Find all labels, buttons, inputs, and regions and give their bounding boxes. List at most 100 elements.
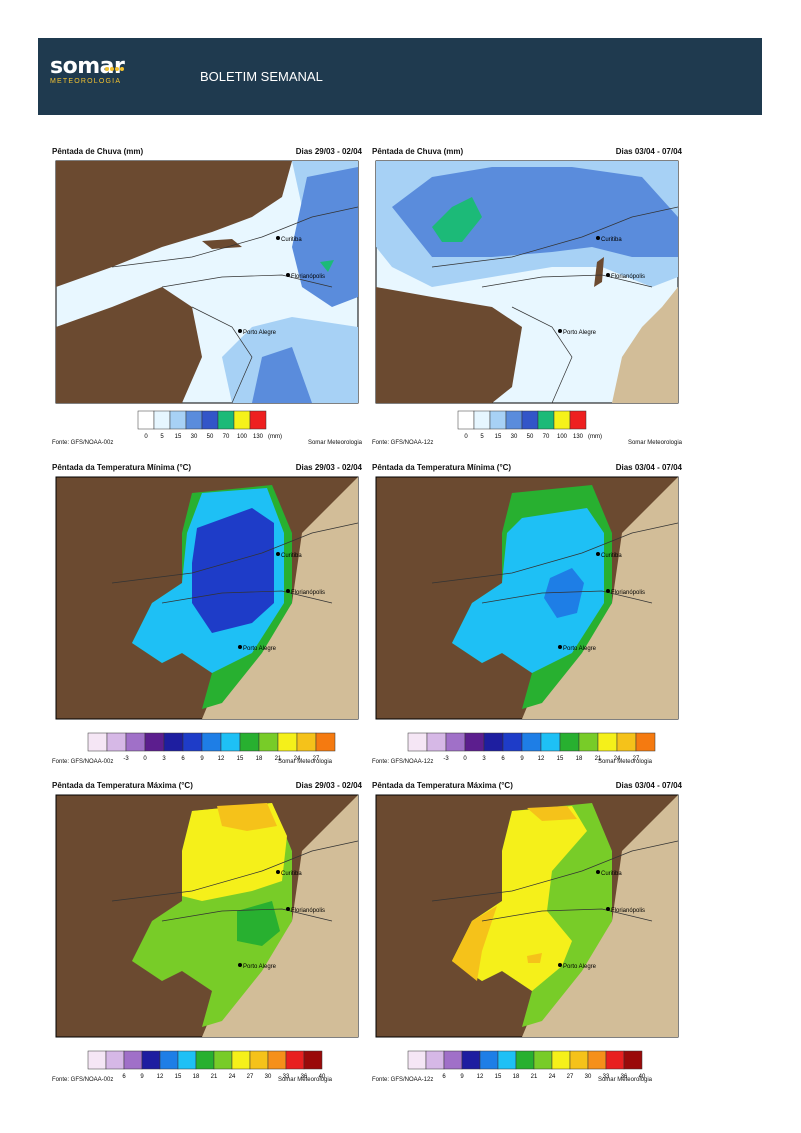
brand-label: Somar Meteorologia [627, 440, 682, 446]
legend-swatch [521, 410, 539, 430]
legend-swatch [144, 732, 165, 752]
legend-tick-label: 21 [531, 1074, 538, 1080]
legend-swatch [153, 410, 171, 430]
city-curitiba: Curitiba [281, 237, 302, 243]
legend-tick-label: 15 [237, 756, 244, 762]
brand-label: Somar Meteorologia [277, 1077, 332, 1083]
legend-tick-label: 24 [614, 756, 621, 762]
legend-swatch [479, 1050, 499, 1070]
legend-swatch [137, 410, 155, 430]
legend-tick-label: 40 [639, 1074, 646, 1080]
legend-swatch [461, 1050, 481, 1070]
legend-swatch [515, 1050, 535, 1070]
legend-tick-label: -3 [443, 756, 449, 762]
legend-swatch [163, 732, 184, 752]
panel-title: Pêntada da Temperatura Mínima (°C) [372, 463, 512, 472]
rain-legend-right: 0 5 15 30 50 70 100 130 (mm) [372, 409, 682, 449]
city-florianopolis: Florianópolis [611, 908, 645, 914]
panel-tmax-left: Pêntada da Temperatura Máxima (°C) Dias … [52, 781, 362, 1086]
legend-swatch [407, 732, 428, 752]
legend-swatch [213, 1050, 233, 1070]
legend-swatch [201, 410, 219, 430]
tmin-legend-bar: -3 0 3 6 9 12 15 18 21 24 27 [87, 732, 336, 762]
city-curitiba: Curitiba [601, 871, 622, 877]
panel-period: Dias 29/03 - 02/04 [295, 147, 362, 156]
panel-title: Pêntada da Temperatura Máxima (°C) [52, 781, 193, 790]
legend-swatch [123, 1050, 143, 1070]
legend-tick-label: 12 [538, 756, 545, 762]
legend-unit-label: (mm) [588, 434, 602, 440]
logo-wordmark: somar [50, 54, 125, 79]
legend-tick-label: 30 [191, 434, 198, 440]
legend-swatch [239, 732, 260, 752]
legend-swatch [267, 1050, 287, 1070]
legend-tick-label: 30 [511, 434, 518, 440]
legend-tick-label: 15 [557, 756, 564, 762]
city-porto-alegre: Porto Alegre [243, 330, 277, 336]
legend-swatch [201, 732, 222, 752]
panel-period: Dias 03/04 - 07/04 [615, 463, 682, 472]
legend-tick-label: 21 [595, 756, 602, 762]
legend-tick-label: 40 [319, 1074, 326, 1080]
city-florianopolis: Florianópolis [291, 590, 325, 596]
legend-tick-label: 5 [480, 434, 484, 440]
panel-rain-left: Pêntada de Chuva (mm) Dias 29/03 - 02/04… [52, 147, 362, 452]
legend-tick-label: 100 [557, 434, 568, 440]
tmin-map-left: Curitiba Florianópolis Porto Alegre [55, 476, 359, 720]
legend-tick-label: 0 [463, 756, 467, 762]
tmax-legend-bar: 6 9 12 15 18 21 24 27 30 33 36 40 [407, 1050, 646, 1080]
legend-tick-label: 50 [207, 434, 214, 440]
source-label: Fonte: GFS/NOAA-12z [372, 759, 434, 765]
legend-swatch [87, 1050, 107, 1070]
legend-tick-label: 50 [527, 434, 534, 440]
tmax-map-right: Curitiba Florianópolis Porto Alegre [375, 794, 679, 1038]
panel-tmax-right: Pêntada da Temperatura Máxima (°C) Dias … [372, 781, 682, 1086]
legend-tick-label: 27 [247, 1074, 254, 1080]
panel-period: Dias 29/03 - 02/04 [295, 463, 362, 472]
legend-swatch [105, 1050, 125, 1070]
legend-swatch [623, 1050, 643, 1070]
source-label: Fonte: GFS/NOAA-00z [52, 1077, 114, 1083]
legend-swatch [303, 1050, 323, 1070]
legend-tick-label: 15 [175, 434, 182, 440]
legend-tick-label: 130 [253, 434, 264, 440]
legend-swatch [464, 732, 485, 752]
legend-tick-label: 9 [520, 756, 524, 762]
legend-tick-label: 12 [218, 756, 225, 762]
legend-tick-label: 9 [140, 1074, 144, 1080]
legend-tick-label: 33 [283, 1074, 290, 1080]
legend-tick-label: 100 [237, 434, 248, 440]
legend-swatch [502, 732, 523, 752]
city-porto-alegre: Porto Alegre [243, 964, 277, 970]
logo-subtitle: METEOROLOGIA [50, 78, 122, 85]
somar-logo: somar METEOROLOGIA [50, 54, 125, 86]
legend-tick-label: 5 [160, 434, 164, 440]
legend-swatch [159, 1050, 179, 1070]
legend-swatch [616, 732, 637, 752]
panel-title: Pêntada da Temperatura Máxima (°C) [372, 781, 513, 790]
tmin-legend-left: -3 0 3 6 9 12 15 18 21 24 27 [52, 731, 362, 771]
legend-swatch [125, 732, 146, 752]
brand-label: Somar Meteorologia [597, 759, 652, 765]
legend-tick-label: 27 [633, 756, 640, 762]
legend-swatch [177, 1050, 197, 1070]
legend-unit-label: (mm) [268, 434, 282, 440]
legend-tick-label: 24 [229, 1074, 236, 1080]
city-porto-alegre: Porto Alegre [563, 646, 597, 652]
rain-map-right: Curitiba Florianópolis Porto Alegre [375, 160, 679, 404]
legend-swatch [597, 732, 618, 752]
legend-tick-label: -3 [123, 756, 129, 762]
legend-swatch [195, 1050, 215, 1070]
legend-swatch [249, 410, 267, 430]
legend-swatch [445, 732, 466, 752]
legend-swatch [473, 410, 491, 430]
legend-swatch [182, 732, 203, 752]
legend-tick-label: 18 [513, 1074, 520, 1080]
legend-tick-label: 0 [144, 434, 148, 440]
legend-swatch [497, 1050, 517, 1070]
legend-swatch [141, 1050, 161, 1070]
legend-tick-label: 18 [576, 756, 583, 762]
tmin-legend-right: -3 0 3 6 9 12 15 18 21 24 27 [372, 731, 682, 771]
legend-tick-label: 6 [501, 756, 505, 762]
legend-tick-label: 24 [294, 756, 301, 762]
